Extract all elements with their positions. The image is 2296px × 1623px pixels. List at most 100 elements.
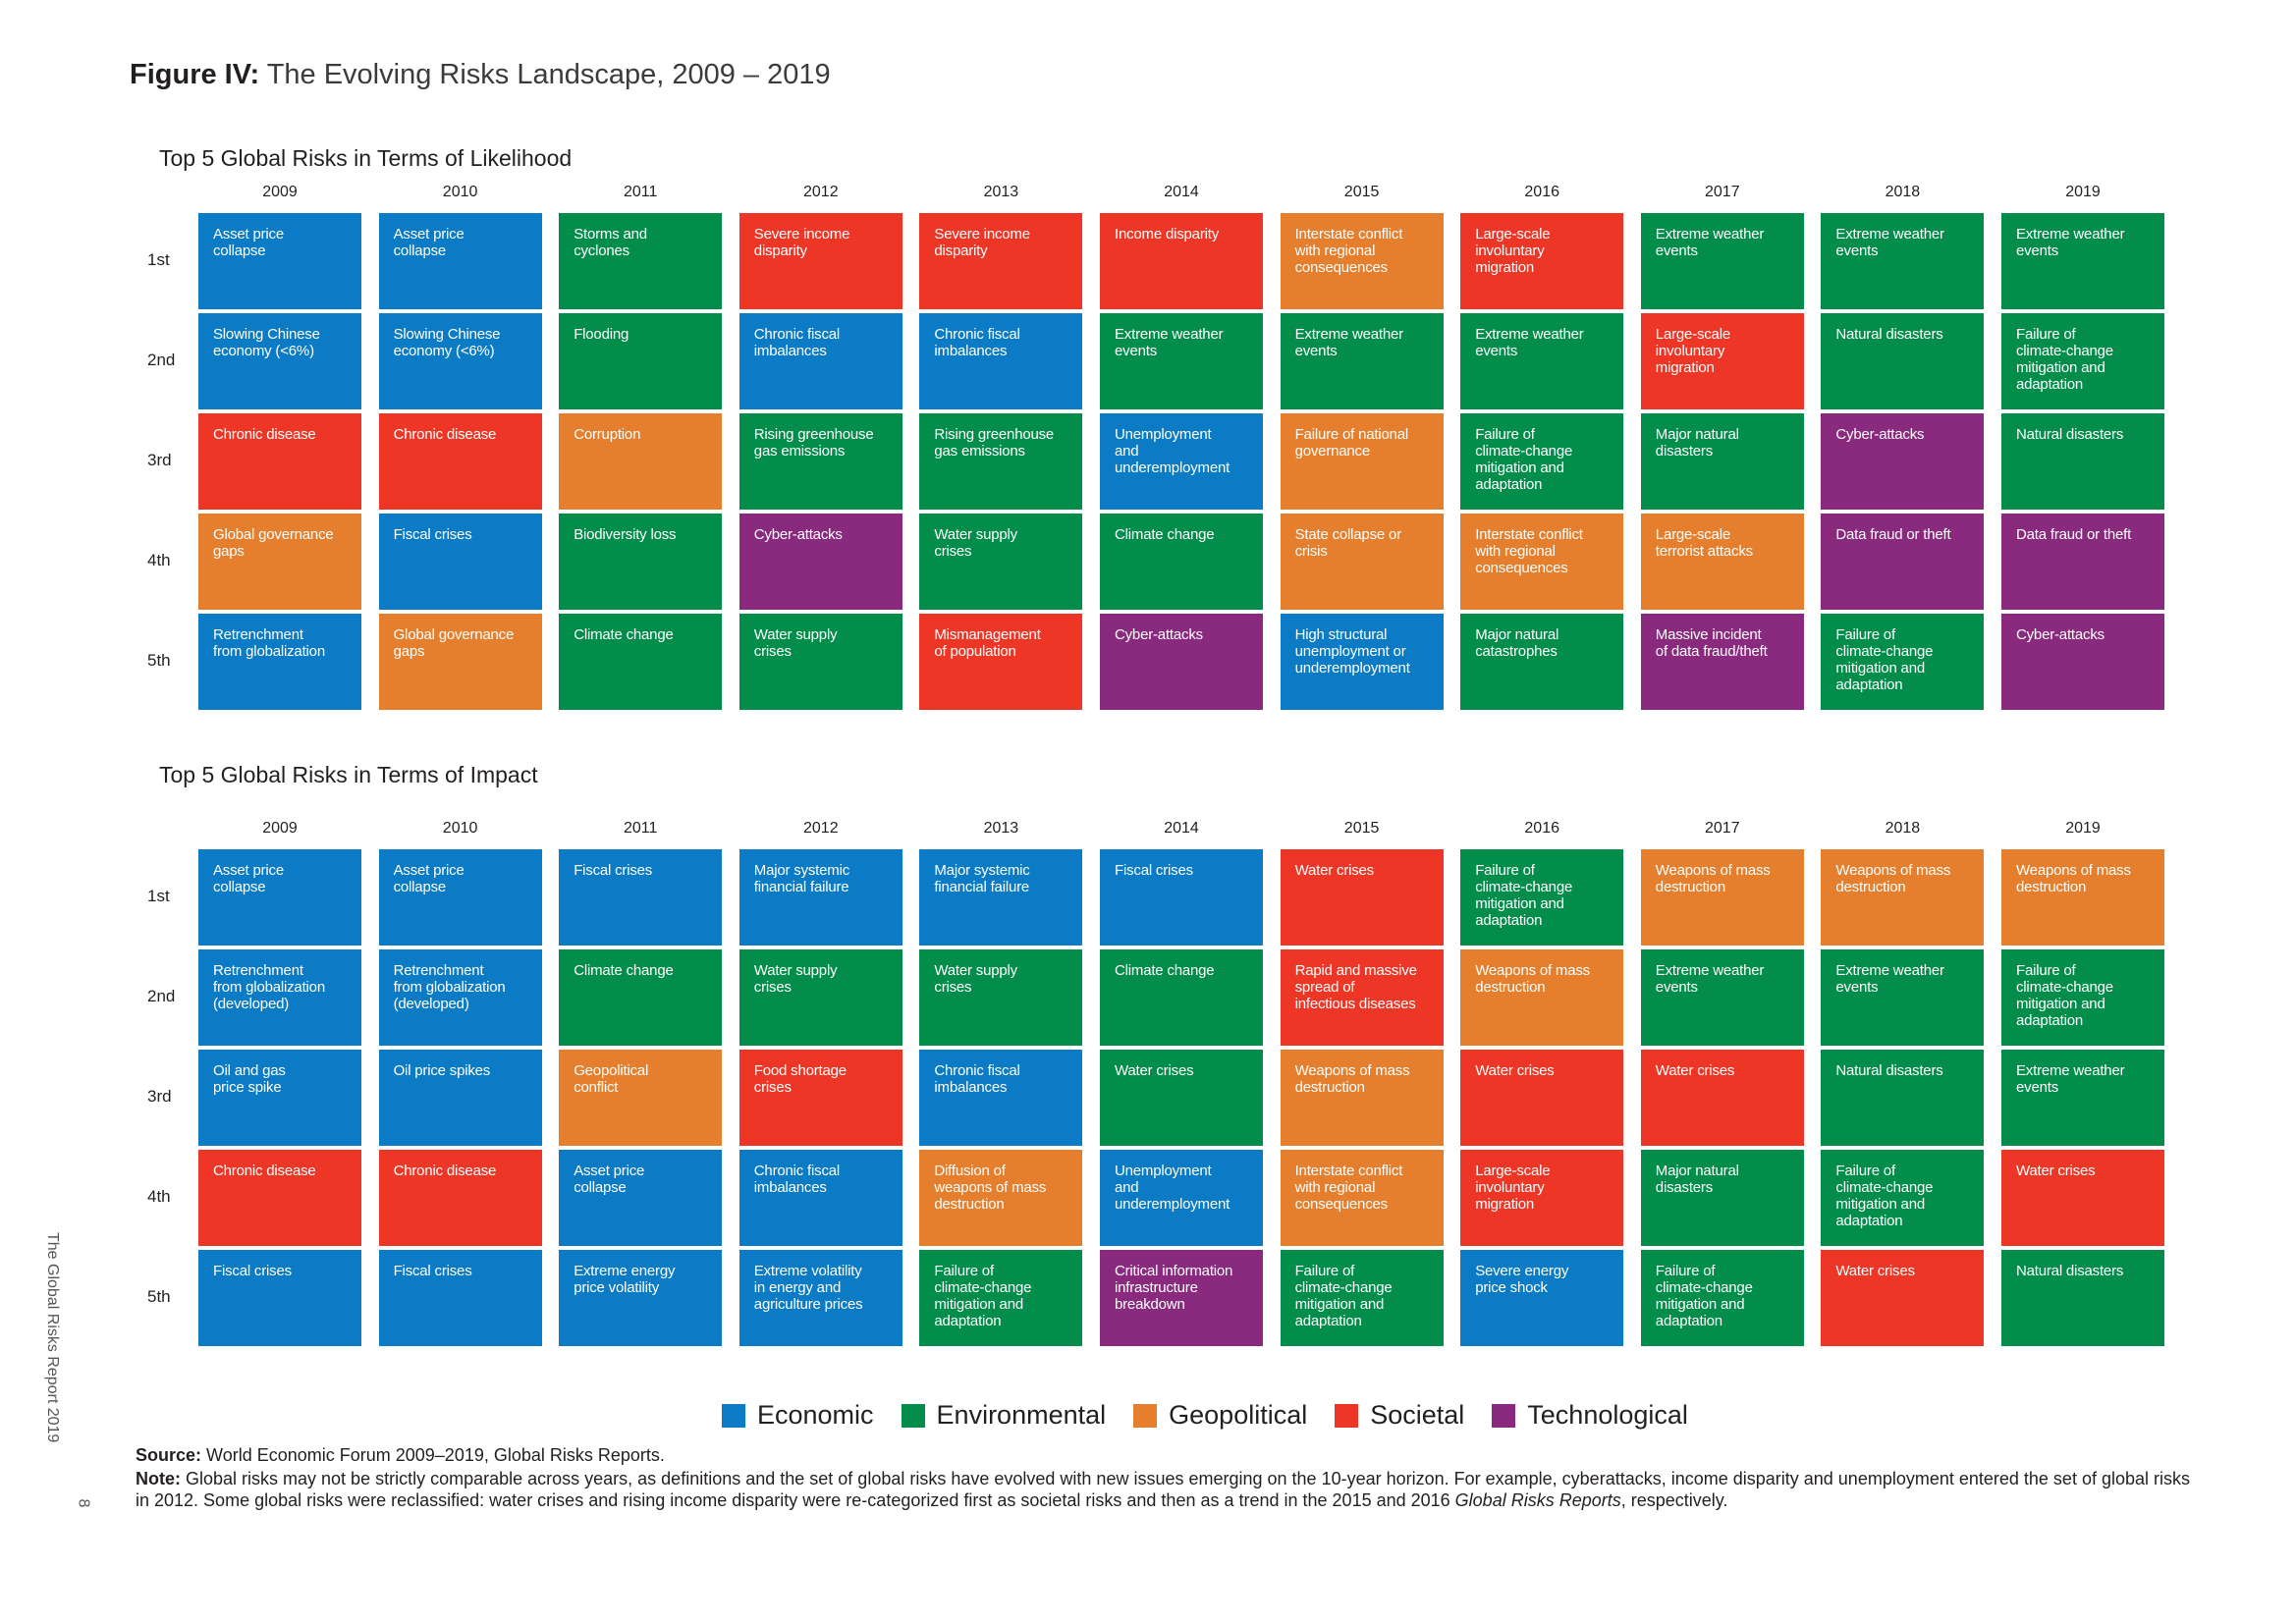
risk-cell: Oil price spikes (378, 1050, 542, 1146)
impact-section-title: Top 5 Global Risks in Terms of Impact (159, 762, 538, 787)
rank-label-5th: 5th (147, 651, 171, 670)
risk-cell: Severe income disparity (738, 213, 902, 309)
risk-cell: Water crises (1640, 1050, 1804, 1146)
year-header-2019: 2019 (2065, 820, 2101, 837)
risk-cell: Extreme weather events (1100, 313, 1263, 409)
note-paragraph: Note: Global risks may not be strictly c… (136, 1468, 2198, 1511)
risk-cell: Severe income disparity (919, 213, 1083, 309)
risk-cell: Extreme weather events (1821, 949, 1985, 1046)
risk-cell: Large-scale terrorist attacks (1640, 514, 1804, 610)
risk-cell: Water crises (1100, 1050, 1263, 1146)
rank-label-3rd: 3rd (147, 1087, 172, 1106)
risk-cell: Interstate conflict with regional conseque… (1460, 514, 1624, 610)
note-text: Global risks may not be strictly compara… (136, 1469, 2190, 1510)
risk-cell: Critical information infrastructure breakd… (1100, 1250, 1263, 1346)
rank-label-1st: 1st (147, 887, 170, 905)
risk-cell: Geopolitical conflict (559, 1050, 723, 1146)
risk-cell: Data fraud or theft (1821, 514, 1985, 610)
risk-cell: Failure of climate-change mitigation and ad… (1640, 1250, 1804, 1346)
risk-cell: Mismanagement of population (919, 614, 1083, 710)
legend-item-societal: Societal (1335, 1400, 1464, 1431)
risk-cell: Failure of climate-change mitigation and ad… (2001, 313, 2164, 409)
risk-cell: Asset price collapse (559, 1150, 723, 1246)
legend-swatch (1133, 1403, 1158, 1428)
legend-item-technological: Technological (1492, 1400, 1688, 1431)
risk-cell: Major systemic financial failure (919, 849, 1083, 946)
risk-cell: Climate change (1100, 949, 1263, 1046)
year-header-2010: 2010 (442, 820, 478, 837)
source-label: Source: (136, 1445, 202, 1465)
risk-cell: Slowing Chinese economy (<6%) (378, 313, 542, 409)
risk-cell: Climate change (1100, 514, 1263, 610)
risk-cell: Cyber-attacks (1100, 614, 1263, 710)
year-header-2014: 2014 (1164, 820, 1199, 837)
risk-cell: Fiscal crises (378, 514, 542, 610)
legend-item-economic: Economic (722, 1400, 874, 1431)
risk-cell: Water crises (1821, 1250, 1985, 1346)
risk-cell: Failure of climate-change mitigation and ad… (1280, 1250, 1444, 1346)
risk-cell: Chronic fiscal imbalances (738, 1150, 902, 1246)
risk-cell: Chronic fiscal imbalances (919, 313, 1083, 409)
figure-title: Figure IV: The Evolving Risks Landscape,… (130, 59, 831, 91)
year-header-2009: 2009 (262, 184, 298, 200)
legend-label: Technological (1527, 1400, 1688, 1430)
risk-cell: High structural unemployment or underemplo… (1280, 614, 1444, 710)
risk-cell: Food shortage crises (738, 1050, 902, 1146)
risk-cell: Fiscal crises (559, 849, 723, 946)
risk-cell: Retrenchment from globalization (developed… (378, 949, 542, 1046)
risk-cell: Corruption (559, 413, 723, 510)
year-header-2011: 2011 (623, 184, 658, 200)
risk-cell: Failure of climate-change mitigation and ad… (1821, 614, 1985, 710)
year-header-2016: 2016 (1524, 820, 1559, 837)
legend-swatch (901, 1403, 925, 1428)
legend-label: Economic (757, 1400, 874, 1430)
risk-cell: Water supply crises (919, 514, 1083, 610)
risk-cell: Extreme energy price volatility (559, 1250, 723, 1346)
risk-cell: Extreme weather events (2001, 1050, 2164, 1146)
risk-cell: Water crises (2001, 1150, 2164, 1246)
risk-cell: Income disparity (1100, 213, 1263, 309)
risk-cell: Major natural disasters (1640, 413, 1804, 510)
risk-cell: Failure of climate-change mitigation and ad… (1460, 849, 1624, 946)
rank-label-2nd: 2nd (147, 987, 176, 1005)
rank-label-3rd: 3rd (147, 451, 172, 469)
risk-cell: Failure of climate-change mitigation and ad… (1821, 1150, 1985, 1246)
risk-cell: Asset price collapse (198, 849, 361, 946)
year-header-2013: 2013 (983, 184, 1019, 200)
risk-cell: Global governance gaps (378, 614, 542, 710)
risk-cell: Weapons of mass destruction (1640, 849, 1804, 946)
risk-cell: Chronic fiscal imbalances (738, 313, 902, 409)
rank-label-4th: 4th (147, 1187, 171, 1206)
risk-cell: Chronic disease (198, 1150, 361, 1246)
risk-cell: Extreme volatility in energy and agricultu… (738, 1250, 902, 1346)
risk-cell: Water supply crises (738, 949, 902, 1046)
risk-cell: Chronic disease (378, 413, 542, 510)
risk-cell: Asset price collapse (378, 849, 542, 946)
rank-label-1st: 1st (147, 250, 170, 269)
legend-swatch (722, 1403, 745, 1428)
risk-cell: Water supply crises (738, 614, 902, 710)
risk-cell: Extreme weather events (2001, 213, 2164, 309)
risk-cell: Cyber-attacks (1821, 413, 1985, 510)
risk-cell: State collapse or crisis (1280, 514, 1444, 610)
risk-cell: Storms and cyclones (559, 213, 723, 309)
risk-cell: Retrenchment from globalization (developed… (198, 949, 361, 1046)
risk-cell: Slowing Chinese economy (<6%) (198, 313, 361, 409)
risk-cell: Water supply crises (919, 949, 1083, 1046)
risk-cell: Major natural disasters (1640, 1150, 1804, 1246)
risk-cell: Major natural catastrophes (1460, 614, 1624, 710)
risk-cell: Rising greenhouse gas emissions (919, 413, 1083, 510)
risk-cell: Water crises (1280, 849, 1444, 946)
risk-cell: Biodiversity loss (559, 514, 723, 610)
rank-label-5th: 5th (147, 1287, 171, 1306)
risk-cell: Climate change (559, 614, 723, 710)
risk-cell: Failure of climate-change mitigation and ad… (1460, 413, 1624, 510)
note-italic: Global Risks Reports (1454, 1490, 1621, 1510)
source-line: Source: World Economic Forum 2009–2019, … (136, 1445, 665, 1466)
page-number: 8 (75, 1498, 92, 1508)
risk-cell: Weapons of mass destruction (1821, 849, 1985, 946)
rank-label-2nd: 2nd (147, 351, 176, 369)
risk-cell: Weapons of mass destruction (1280, 1050, 1444, 1146)
year-header-2012: 2012 (803, 820, 839, 837)
risk-cell: Extreme weather events (1640, 213, 1804, 309)
